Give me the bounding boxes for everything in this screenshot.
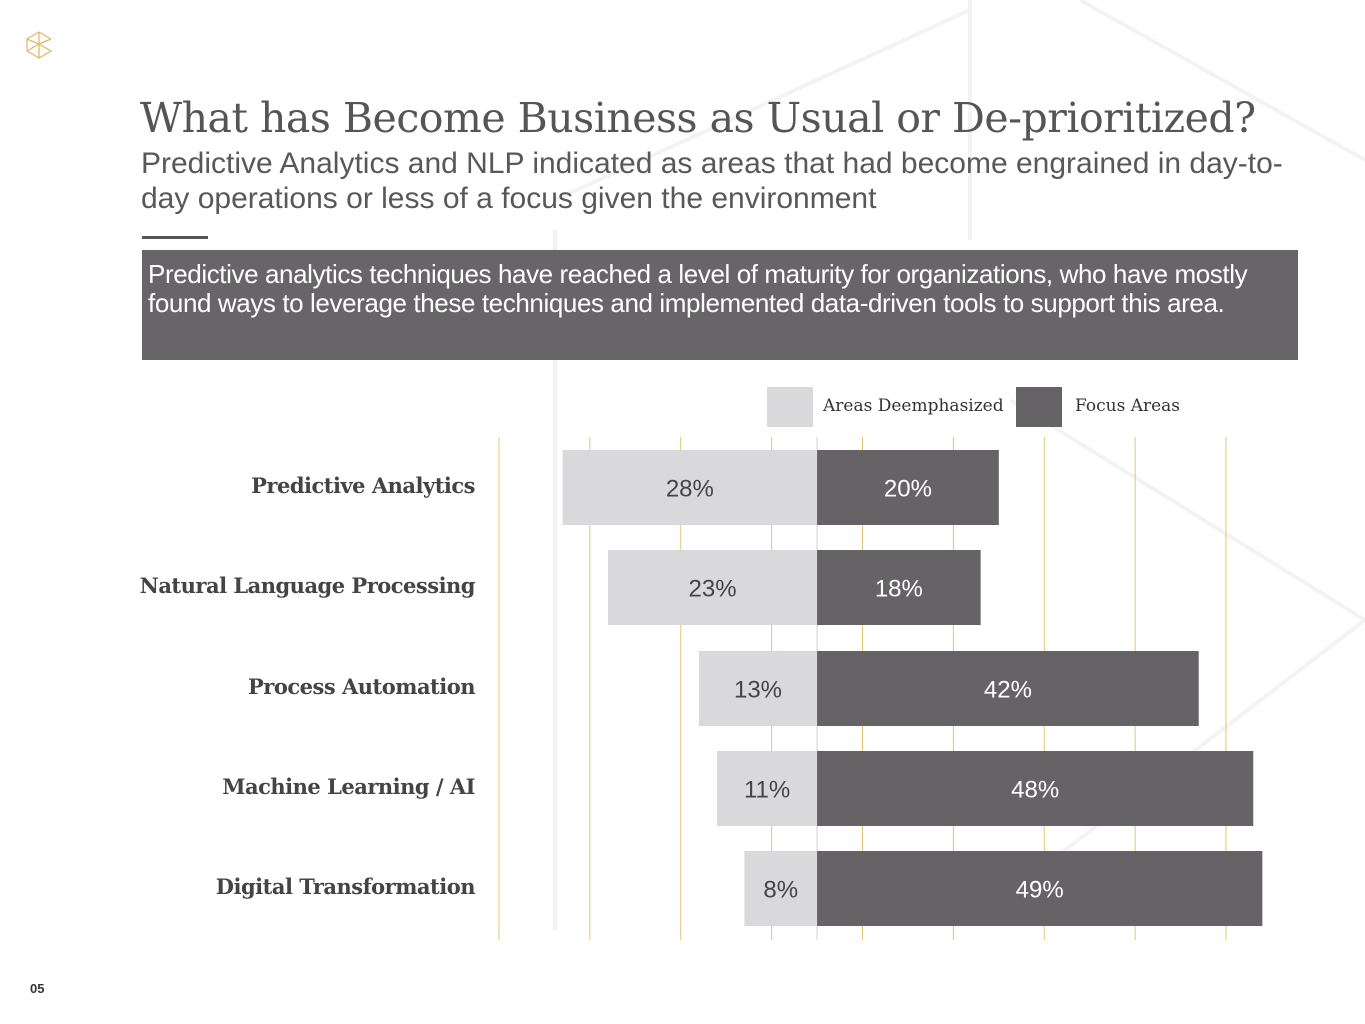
page-subtitle: Predictive Analytics and NLP indicated a… xyxy=(141,147,1283,215)
bar-focus xyxy=(817,550,981,625)
bar-deemphasized xyxy=(562,450,818,525)
category-label: Predictive Analytics xyxy=(251,473,475,498)
legend-label-focus: Focus Areas xyxy=(1075,396,1181,416)
page-title: What has Become Business as Usual or De-… xyxy=(140,94,1256,142)
data-label-deemphasized: 8% xyxy=(763,877,798,904)
legend-swatch-focus xyxy=(1016,387,1062,427)
category-label: Digital Transformation xyxy=(215,874,476,899)
data-label-deemphasized: 13% xyxy=(734,677,782,704)
legend-label-deemphasized: Areas Deemphasized xyxy=(823,396,1004,416)
data-label-deemphasized: 28% xyxy=(666,476,714,503)
bar-deemphasized xyxy=(608,550,818,625)
data-label-focus: 20% xyxy=(884,476,932,503)
callout-box: Predictive analytics techniques have rea… xyxy=(142,250,1298,360)
logo-icon xyxy=(26,31,53,60)
data-label-focus: 48% xyxy=(1011,777,1059,804)
bar-focus xyxy=(817,851,1263,926)
data-label-focus: 42% xyxy=(984,677,1032,704)
category-label: Natural Language Processing xyxy=(139,573,476,598)
page-number: 05 xyxy=(30,981,45,996)
title-divider xyxy=(142,236,208,239)
category-label: Machine Learning / AI xyxy=(222,774,475,799)
data-label-focus: 49% xyxy=(1016,877,1064,904)
bar-deemphasized xyxy=(717,751,818,826)
bar-focus xyxy=(817,751,1254,826)
bar-focus xyxy=(817,450,999,525)
bar-deemphasized xyxy=(744,851,818,926)
bar-focus xyxy=(817,651,1199,726)
data-label-focus: 18% xyxy=(875,576,923,603)
bar-deemphasized xyxy=(698,651,818,726)
data-label-deemphasized: 23% xyxy=(689,576,737,603)
category-label: Process Automation xyxy=(247,674,476,699)
legend-swatch-deemphasized xyxy=(767,387,813,427)
data-label-deemphasized: 11% xyxy=(744,777,790,804)
